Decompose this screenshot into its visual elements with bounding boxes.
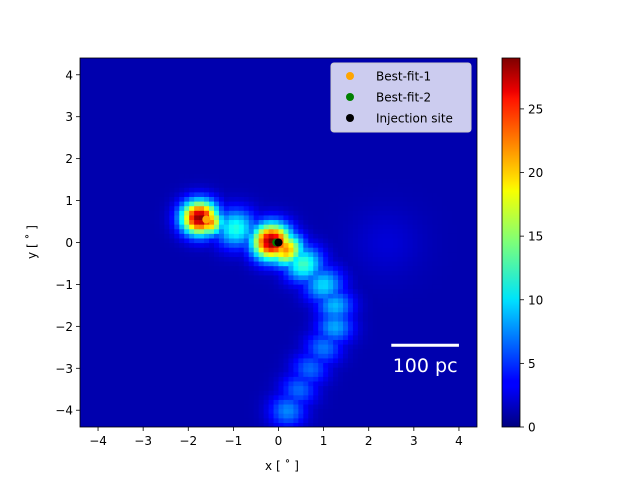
y-tick-label: 4	[65, 68, 73, 82]
colorbar-tick-label: 10	[528, 293, 543, 307]
x-tick-label: −2	[179, 434, 197, 448]
colorbar-tick-label: 20	[528, 166, 543, 180]
x-tick-label: −4	[89, 434, 107, 448]
x-tick-label: 2	[365, 434, 373, 448]
x-tick-label: −1	[225, 434, 243, 448]
legend-entry: Injection site	[376, 112, 453, 126]
colorbar	[502, 58, 520, 427]
colorbar-tick-label: 0	[528, 421, 536, 435]
y-tick-label: 1	[65, 194, 73, 208]
legend-entry: Best-fit-2	[376, 91, 431, 105]
y-tick-label: −4	[55, 404, 73, 418]
legend: Best-fit-1 Best-fit-2 Injection site	[331, 63, 471, 132]
x-tick-label: 3	[410, 434, 418, 448]
legend-marker	[346, 72, 354, 80]
x-tick-label: −3	[134, 434, 152, 448]
colorbar-tick-label: 5	[528, 357, 536, 371]
y-tick-label: 2	[65, 152, 73, 166]
legend-marker	[346, 93, 354, 101]
x-axis: −4 −3 −2 −1 0 1 2 3 4	[89, 427, 463, 448]
legend-entry: Best-fit-1	[376, 70, 431, 84]
colorbar-tick-label: 25	[528, 102, 543, 116]
y-tick-label: −2	[55, 320, 73, 334]
x-tick-label: 4	[455, 434, 463, 448]
y-tick-label: −3	[55, 362, 73, 376]
y-tick-label: −1	[55, 278, 73, 292]
scalebar-label: 100 pc	[393, 355, 458, 377]
x-tick-label: 1	[320, 434, 328, 448]
legend-marker	[346, 114, 354, 122]
y-tick-label: 3	[65, 110, 73, 124]
scatter-point	[202, 215, 210, 223]
colorbar-axis: 0 5 10 15 20 25	[520, 102, 543, 434]
y-axis: −4 −3 −2 −1 0 1 2 3 4	[55, 68, 80, 417]
x-axis-label: x [ ˚ ]	[265, 458, 299, 473]
scatter-point	[275, 239, 283, 247]
x-tick-label: 0	[275, 434, 283, 448]
y-tick-label: 0	[65, 236, 73, 250]
y-axis-label: y [ ˚ ]	[24, 225, 39, 259]
colorbar-tick-label: 15	[528, 230, 543, 244]
